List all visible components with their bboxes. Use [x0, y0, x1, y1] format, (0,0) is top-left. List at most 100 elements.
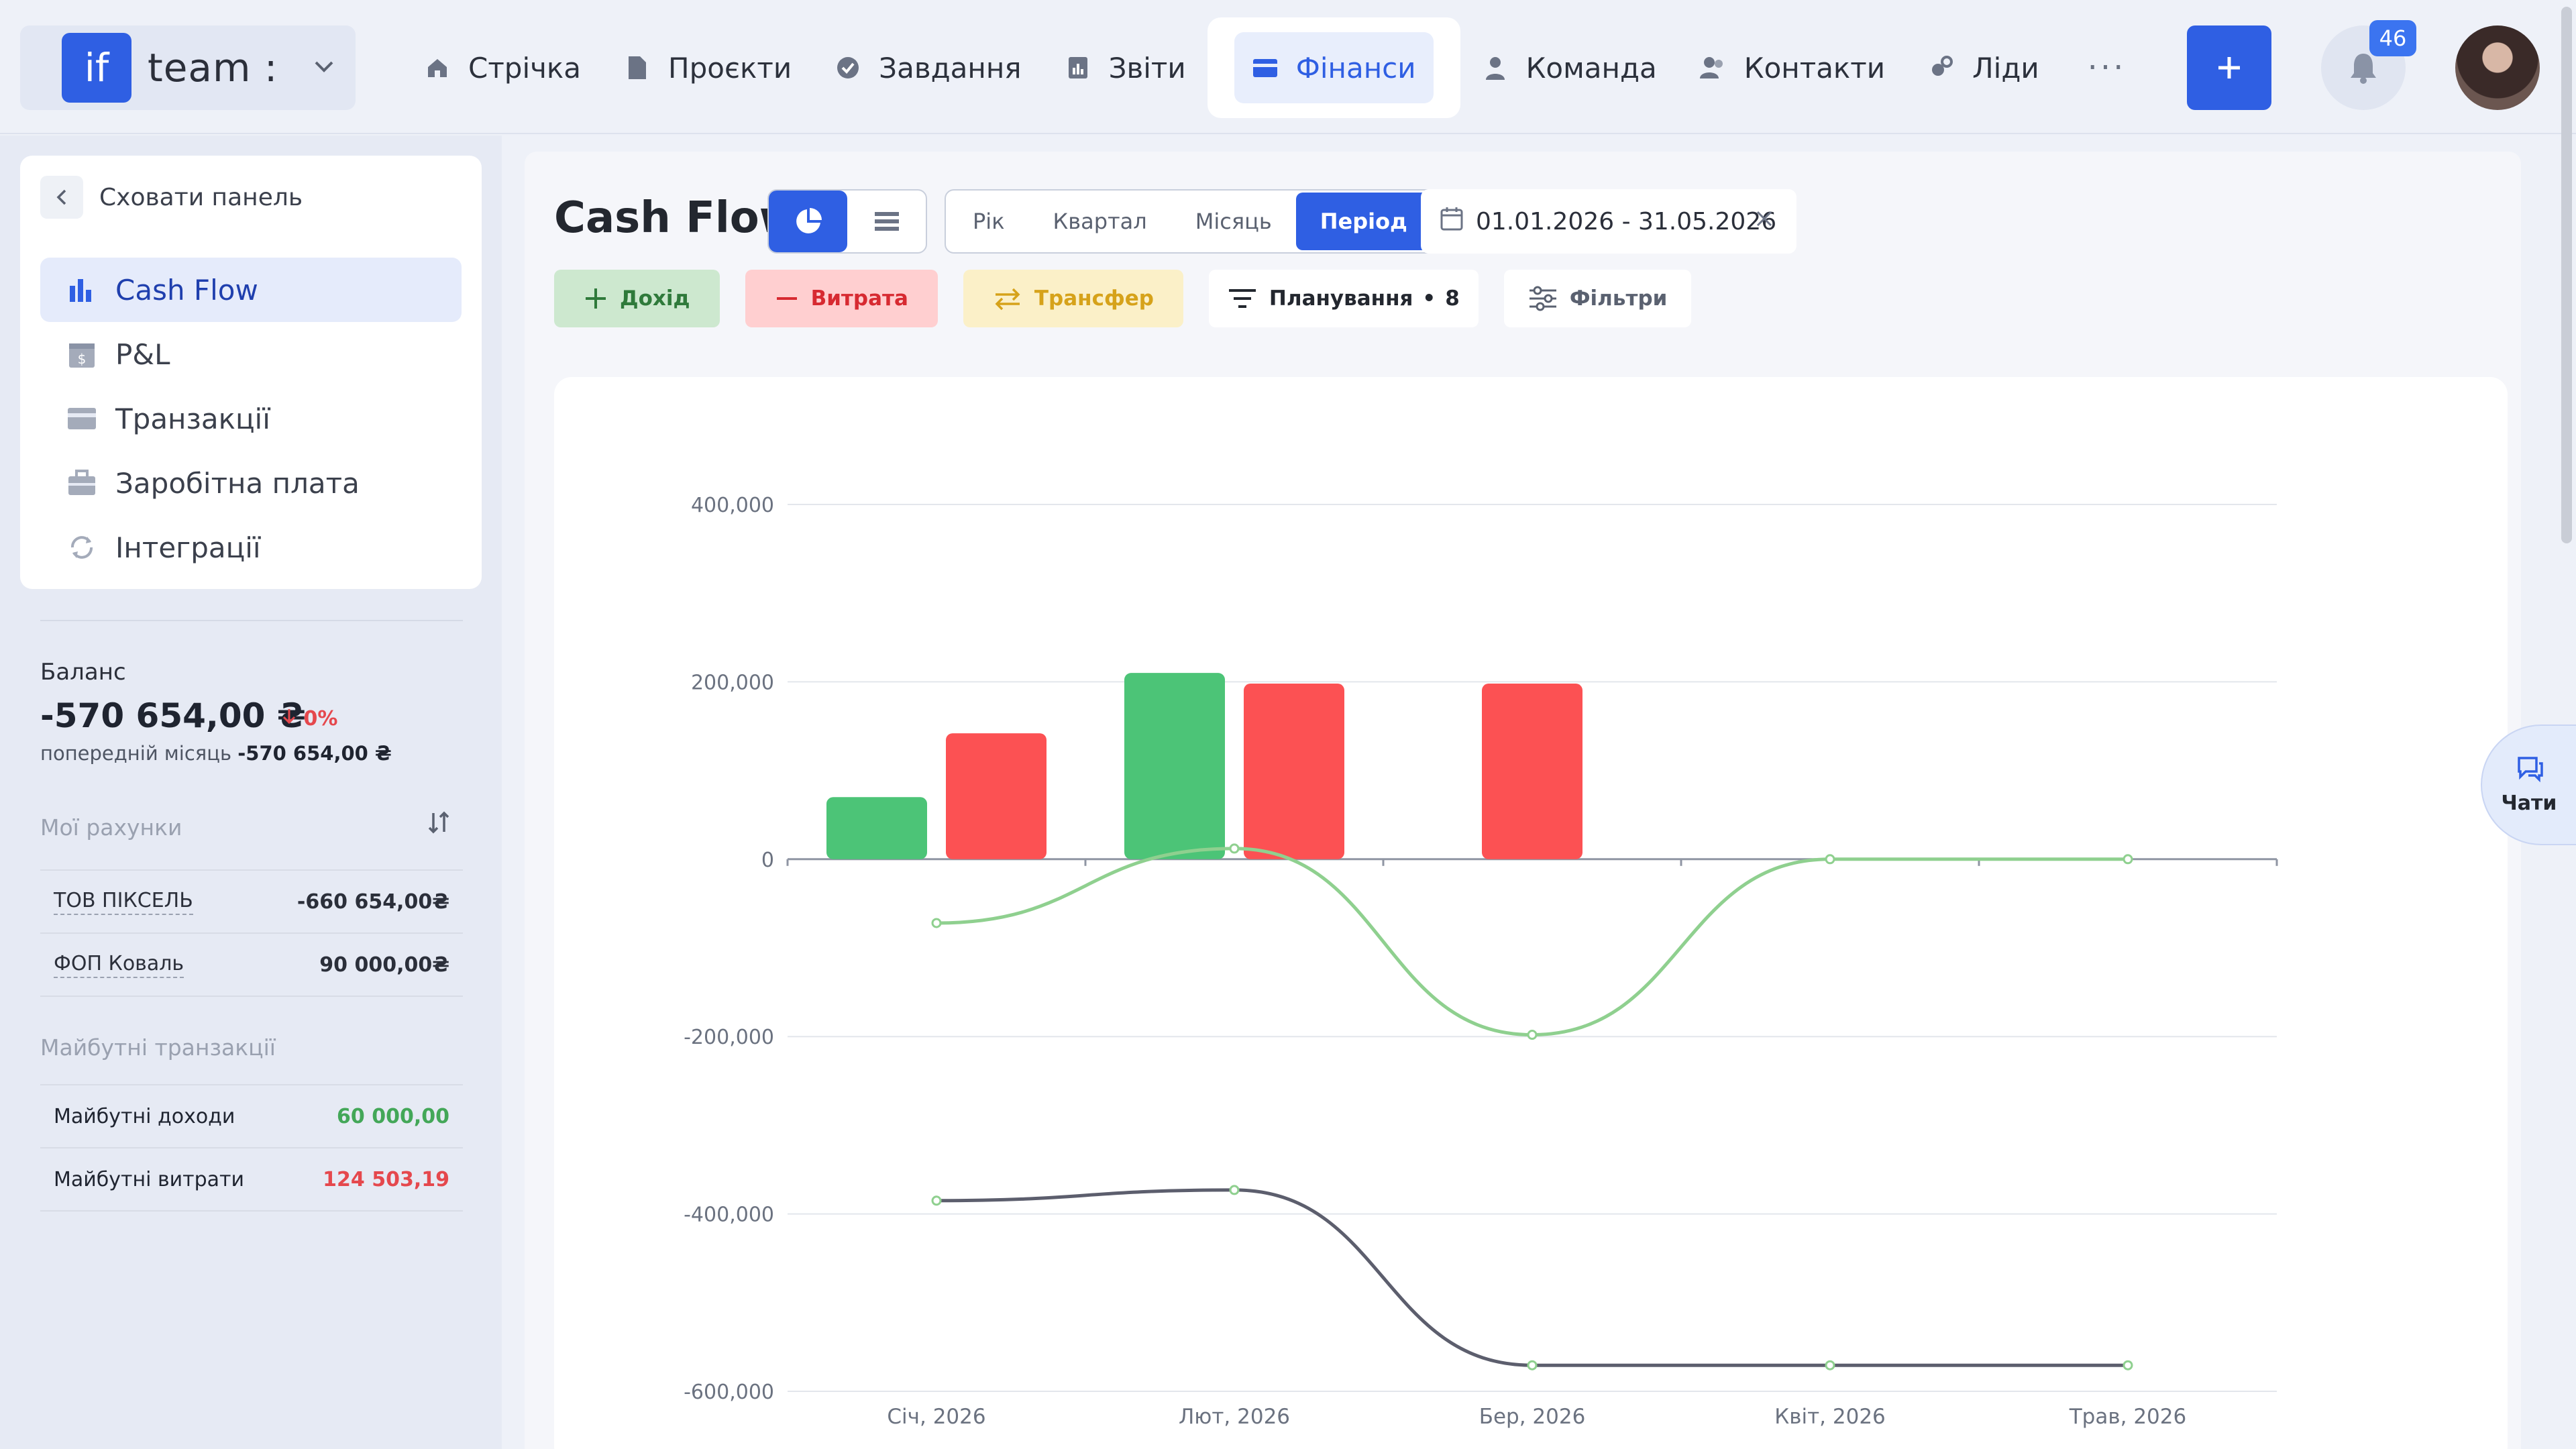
workspace-name: team :	[148, 45, 278, 91]
line-point	[1527, 1030, 1538, 1040]
balance-value: -570 654,00 ₴	[40, 696, 306, 735]
sidebar-item-label: Cash Flow	[115, 273, 258, 307]
sidebar-item-cash-flow[interactable]: Cash Flow	[40, 258, 462, 322]
top-bar: if team : Стрічка Проєкти Завдання Звіти…	[0, 0, 2576, 134]
account-row[interactable]: ФОП Коваль 90 000,00₴	[40, 932, 463, 996]
sidebar-item-label: Заробітна плата	[115, 466, 360, 500]
nav-item-finance[interactable]: Фінанси	[1207, 17, 1460, 118]
clear-date-icon[interactable]	[1752, 207, 1776, 237]
chevron-left-icon	[40, 176, 83, 219]
expense-bar	[1244, 684, 1344, 859]
more-nav-button[interactable]: ···	[2087, 49, 2127, 87]
nav-item-label: Звіти	[1108, 51, 1186, 85]
tab-year[interactable]: Рік	[973, 209, 1005, 234]
nav-item-contacts[interactable]: Контакти	[1678, 17, 1907, 118]
plus-icon	[584, 286, 608, 311]
planning-button[interactable]: Планування • 8	[1208, 270, 1479, 327]
bell-icon	[2351, 54, 2376, 84]
transfer-icon	[993, 286, 1022, 311]
x-tick-label: Трав, 2026	[2069, 1405, 2186, 1429]
tab-quarter[interactable]: Квартал	[1053, 209, 1147, 234]
date-range-picker[interactable]: 01.01.2026 - 31.05.2026	[1421, 189, 1796, 254]
hide-panel-label: Сховати панель	[99, 183, 303, 211]
divider	[40, 996, 463, 997]
pie-chart-icon	[796, 208, 822, 233]
add-transfer-button[interactable]: Трансфер	[963, 270, 1183, 327]
future-income-row: Майбутні доходи 60 000,00	[40, 1084, 463, 1147]
net-flow-line	[936, 847, 2128, 1037]
sort-icon[interactable]	[423, 806, 455, 839]
divider	[40, 1210, 463, 1212]
future-expense-row: Майбутні витрати 124 503,19	[40, 1147, 463, 1210]
line-point	[931, 918, 942, 928]
nav-item-feed[interactable]: Стрічка	[402, 17, 602, 118]
add-expense-button[interactable]: Витрата	[745, 270, 938, 327]
home-icon	[424, 54, 451, 81]
balance-previous-value: -570 654,00 ₴	[237, 742, 392, 765]
nav-item-label: Завдання	[879, 51, 1022, 85]
tab-period[interactable]: Період	[1295, 193, 1432, 250]
sidebar-item-integrations[interactable]: Інтеграції	[40, 515, 462, 580]
list-view-button[interactable]	[847, 191, 926, 252]
y-tick-label: -600,000	[684, 1381, 774, 1404]
tab-month[interactable]: Місяць	[1195, 209, 1272, 234]
list-icon	[874, 212, 899, 231]
line-point	[1825, 1360, 1835, 1371]
planning-dot: •	[1422, 286, 1436, 311]
nav-item-leads[interactable]: Ліди	[1907, 17, 2061, 118]
nav-item-tasks[interactable]: Завдання	[813, 17, 1042, 118]
filters-button[interactable]: Фільтри	[1503, 270, 1692, 327]
calendar-icon	[1440, 206, 1464, 237]
workspace-switcher[interactable]: if team :	[20, 25, 356, 110]
balance-delta: 0%	[282, 707, 337, 731]
action-bar: Дохід Витрата Трансфер Планування • 8 Фі…	[554, 270, 1717, 327]
create-button[interactable]	[2187, 25, 2271, 110]
balance-label: Баланс	[40, 659, 126, 686]
sidebar: Сховати панель Cash Flow $ P&L Транзакці…	[0, 136, 502, 1449]
accounts-title: Мої рахунки	[40, 814, 182, 841]
nav-item-label: Фінанси	[1295, 51, 1416, 85]
date-range-value: 01.01.2026 - 31.05.2026	[1476, 207, 1777, 235]
nav-item-team[interactable]: Команда	[1460, 17, 1678, 118]
hide-panel-button[interactable]: Сховати панель	[40, 176, 303, 219]
planning-label: Планування	[1269, 286, 1413, 311]
page-scrollbar[interactable]	[2561, 7, 2572, 543]
balance-previous-label: попередній місяць	[40, 742, 232, 765]
chart-view-button[interactable]	[769, 191, 847, 252]
sidebar-item-payroll[interactable]: Заробітна плата	[40, 451, 462, 515]
x-tick-label: Бер, 2026	[1479, 1405, 1586, 1429]
sidebar-item-label: Інтеграції	[115, 531, 261, 564]
nav-item-label: Ліди	[1972, 51, 2039, 85]
user-avatar[interactable]	[2455, 25, 2540, 110]
chevron-down-icon[interactable]	[307, 50, 341, 83]
plus-icon	[2218, 57, 2240, 78]
y-tick-label: 0	[761, 849, 774, 872]
nav-item-reports[interactable]: Звіти	[1043, 17, 1208, 118]
main-content: Cash Flow Рік Квартал Місяць Період 01.0…	[525, 152, 2521, 1449]
line-point	[931, 1195, 942, 1206]
x-tick-label: Квіт, 2026	[1774, 1405, 1886, 1429]
chats-button[interactable]: Чати	[2481, 724, 2576, 845]
future-expense-value: 124 503,19	[323, 1167, 449, 1191]
sidebar-item-pl[interactable]: $ P&L	[40, 322, 462, 386]
y-tick-label: -400,000	[684, 1203, 774, 1227]
y-tick-label: 400,000	[691, 494, 774, 517]
account-row[interactable]: ТОВ ПІКСЕЛЬ -660 654,00₴	[40, 869, 463, 932]
add-income-button[interactable]: Дохід	[554, 270, 720, 327]
sidebar-item-label: Транзакції	[115, 402, 270, 435]
cash-flow-chart-card: 400,000 200,000 0 -200,000 -400,000 -600,000 С…	[554, 377, 2508, 1449]
notification-count-badge: 46	[2369, 20, 2416, 56]
add-expense-label: Витрата	[810, 286, 908, 311]
card-icon	[66, 402, 98, 435]
account-name[interactable]: ФОП Коваль	[54, 952, 184, 978]
account-name[interactable]: ТОВ ПІКСЕЛЬ	[54, 889, 193, 915]
future-income-label: Майбутні доходи	[54, 1104, 235, 1128]
sidebar-item-transactions[interactable]: Транзакції	[40, 386, 462, 451]
divider	[40, 620, 463, 621]
nav-item-projects[interactable]: Проєкти	[602, 17, 813, 118]
account-balance: -660 654,00₴	[297, 890, 449, 914]
add-transfer-label: Трансфер	[1034, 286, 1154, 311]
future-income-value: 60 000,00	[337, 1104, 449, 1128]
add-income-label: Дохід	[620, 286, 690, 311]
line-point	[1229, 843, 1240, 854]
